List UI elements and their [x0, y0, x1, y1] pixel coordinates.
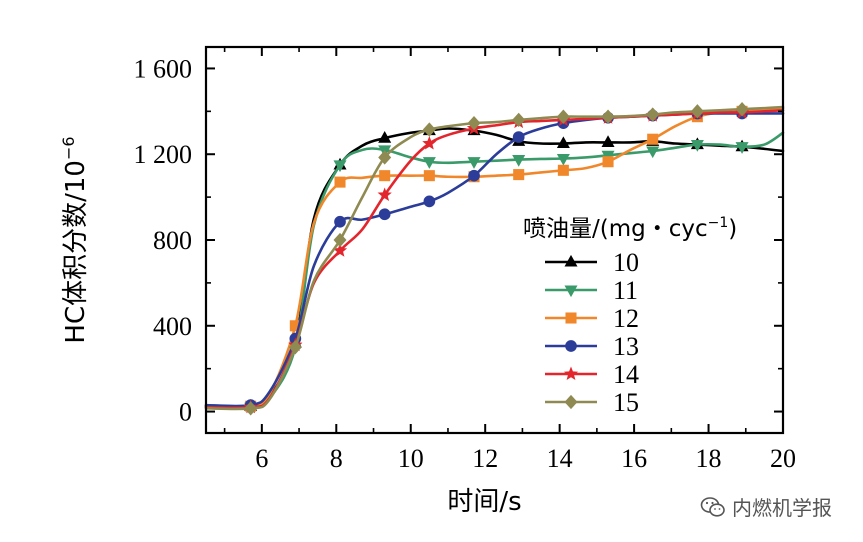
marker-triangle-down: [646, 146, 660, 159]
y-tick-label: 0: [179, 398, 192, 427]
marker-diamond: [467, 115, 481, 131]
y-tick-label: 1 200: [134, 140, 193, 169]
marker-square: [513, 169, 525, 181]
watermark: 内燃机学报: [700, 492, 832, 521]
marker-diamond: [422, 122, 436, 137]
x-tick-label: 16: [621, 444, 647, 473]
marker-triangle-up: [378, 130, 392, 143]
legend-label: 13: [613, 332, 639, 361]
marker-square: [602, 156, 614, 168]
marker-diamond: [601, 109, 615, 124]
y-tick-label: 800: [153, 226, 192, 255]
series-layer: [204, 102, 785, 416]
x-tick-label: 6: [255, 444, 268, 473]
marker-square: [334, 176, 346, 188]
legend-label: 15: [613, 388, 639, 417]
marker-diamond: [288, 340, 302, 355]
x-tick-label: 20: [770, 444, 796, 473]
marker-diamond: [735, 102, 749, 117]
marker-diamond: [378, 150, 392, 165]
legend-item-10: 10: [545, 248, 639, 277]
marker-diamond: [556, 109, 570, 124]
x-tick-label: 8: [330, 444, 343, 473]
wechat-icon: [700, 496, 725, 517]
y-axis-label-exponent: −6: [59, 136, 78, 160]
x-tick-label: 10: [398, 444, 424, 473]
marker-diamond: [333, 232, 347, 248]
marker-square: [423, 170, 435, 182]
marker-circle: [378, 208, 391, 221]
marker-circle: [512, 131, 525, 143]
x-tick-label: 14: [547, 444, 573, 473]
series-line-12: [204, 106, 785, 409]
marker-square: [565, 312, 577, 324]
legend-title: 喷油量/(mg・cyc−1): [523, 215, 737, 242]
marker-triangle-up: [556, 136, 570, 149]
series-12: [204, 105, 785, 412]
x-tick-label: 18: [696, 444, 722, 473]
marker-diamond: [646, 107, 660, 122]
series-14: [204, 104, 785, 414]
x-tick-label: 12: [472, 444, 498, 473]
series-15: [204, 102, 785, 416]
legend-label: 11: [613, 276, 638, 305]
legend-item-13: 13: [545, 332, 639, 361]
legend-item-14: 14: [545, 360, 639, 389]
x-axis-label: 时间/s: [447, 487, 521, 517]
marker-diamond: [690, 104, 704, 119]
marker-diamond: [564, 394, 578, 410]
y-tick-label: 400: [153, 312, 192, 341]
marker-circle: [423, 195, 436, 208]
marker-star: [332, 243, 348, 257]
marker-triangle-down: [564, 285, 578, 298]
series-line-11: [204, 131, 785, 410]
axes: 6 8 10 12 14 16 18 20 0 400 800 1 200 1 600 时间/s HC体积分…: [59, 45, 796, 517]
marker-circle: [334, 215, 346, 228]
marker-square: [379, 170, 391, 182]
marker-triangle-up: [601, 135, 615, 147]
marker-triangle-down: [735, 142, 749, 154]
watermark-text: 内燃机学报: [732, 496, 832, 520]
y-axis-label: HC体积分数/10−6: [59, 136, 91, 343]
legend-title-exponent: −1: [708, 215, 729, 231]
y-tick-label: 1 600: [134, 54, 193, 83]
marker-star: [563, 366, 579, 381]
legend-item-12: 12: [545, 304, 639, 333]
series-line-10: [204, 127, 785, 409]
marker-triangle-down: [690, 140, 704, 152]
series-line-13: [204, 112, 785, 408]
marker-circle: [468, 169, 480, 182]
legend-label: 14: [613, 360, 639, 389]
marker-triangle-down: [512, 155, 526, 167]
marker-diamond: [512, 112, 526, 128]
legend-item-15: 15: [545, 388, 639, 417]
marker-triangle-down: [467, 157, 481, 169]
marker-square: [289, 320, 301, 332]
series-13: [204, 107, 785, 411]
legend-label: 10: [613, 248, 639, 277]
marker-star: [422, 136, 437, 150]
marker-diamond: [244, 401, 258, 416]
marker-triangle-down: [333, 160, 347, 173]
marker-square: [647, 133, 659, 145]
marker-triangle-up: [564, 254, 578, 267]
legend-item-11: 11: [545, 276, 638, 305]
marker-circle: [565, 340, 577, 352]
series-line-15: [204, 105, 785, 411]
marker-square: [557, 164, 569, 176]
marker-triangle-down: [556, 153, 570, 166]
series-10: [204, 123, 785, 411]
marker-star: [377, 187, 392, 202]
legend-label: 12: [613, 304, 639, 333]
legend-title-close: ): [728, 216, 737, 242]
marker-triangle-down: [422, 157, 436, 169]
